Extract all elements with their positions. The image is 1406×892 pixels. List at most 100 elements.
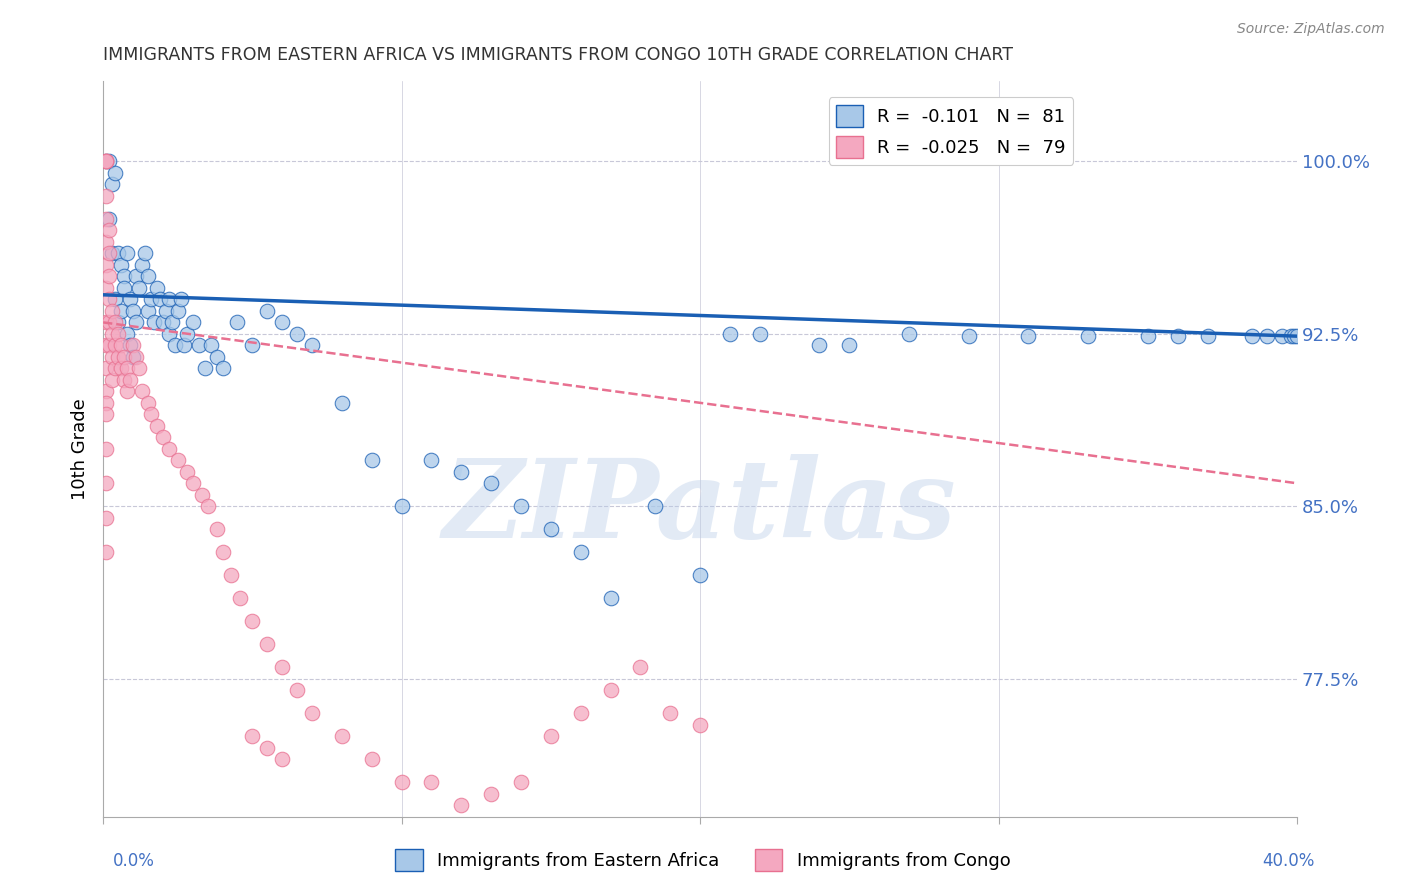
- Point: [166, 453, 188, 467]
- Point: [898, 326, 921, 341]
- Point: [420, 775, 443, 789]
- Point: [1077, 329, 1099, 343]
- Point: [98, 315, 121, 329]
- Point: [689, 717, 711, 731]
- Point: [94, 361, 117, 376]
- Point: [155, 304, 177, 318]
- Point: [104, 338, 127, 352]
- Point: [94, 235, 117, 249]
- Point: [157, 442, 180, 456]
- Point: [1271, 329, 1294, 343]
- Point: [256, 304, 278, 318]
- Point: [569, 706, 592, 720]
- Point: [139, 293, 162, 307]
- Point: [101, 326, 124, 341]
- Point: [98, 211, 121, 226]
- Point: [142, 315, 165, 329]
- Point: [112, 269, 135, 284]
- Point: [200, 338, 222, 352]
- Point: [1197, 329, 1219, 343]
- Point: [152, 430, 174, 444]
- Point: [94, 384, 117, 399]
- Point: [107, 246, 129, 260]
- Point: [94, 154, 117, 169]
- Point: [94, 154, 117, 169]
- Point: [149, 293, 172, 307]
- Text: Source: ZipAtlas.com: Source: ZipAtlas.com: [1237, 22, 1385, 37]
- Point: [110, 258, 132, 272]
- Point: [285, 683, 308, 698]
- Point: [146, 281, 169, 295]
- Point: [170, 293, 193, 307]
- Point: [190, 488, 212, 502]
- Point: [808, 338, 831, 352]
- Point: [94, 442, 117, 456]
- Point: [1136, 329, 1159, 343]
- Point: [94, 258, 117, 272]
- Point: [229, 591, 252, 606]
- Point: [115, 246, 138, 260]
- Point: [101, 373, 124, 387]
- Point: [271, 660, 294, 674]
- Point: [479, 476, 502, 491]
- Point: [540, 729, 562, 743]
- Point: [510, 500, 533, 514]
- Point: [226, 315, 249, 329]
- Point: [94, 189, 117, 203]
- Point: [599, 683, 621, 698]
- Point: [131, 384, 153, 399]
- Point: [112, 350, 135, 364]
- Point: [98, 246, 121, 260]
- Point: [510, 775, 533, 789]
- Point: [838, 338, 860, 352]
- Point: [115, 384, 138, 399]
- Point: [98, 154, 121, 169]
- Point: [194, 361, 217, 376]
- Point: [1017, 329, 1039, 343]
- Point: [101, 350, 124, 364]
- Point: [118, 293, 141, 307]
- Text: 0.0%: 0.0%: [112, 852, 155, 870]
- Point: [628, 660, 651, 674]
- Point: [240, 729, 263, 743]
- Point: [94, 338, 117, 352]
- Point: [181, 476, 204, 491]
- Point: [98, 223, 121, 237]
- Point: [118, 373, 141, 387]
- Point: [110, 338, 132, 352]
- Point: [136, 269, 159, 284]
- Point: [104, 166, 127, 180]
- Legend: R =  -0.101   N =  81, R =  -0.025   N =  79: R = -0.101 N = 81, R = -0.025 N = 79: [828, 97, 1073, 165]
- Point: [101, 304, 124, 318]
- Point: [152, 315, 174, 329]
- Point: [256, 637, 278, 651]
- Point: [110, 304, 132, 318]
- Point: [122, 338, 145, 352]
- Point: [163, 338, 186, 352]
- Point: [122, 350, 145, 364]
- Point: [569, 545, 592, 559]
- Point: [1286, 329, 1309, 343]
- Point: [160, 315, 183, 329]
- Point: [176, 326, 198, 341]
- Point: [94, 476, 117, 491]
- Point: [118, 338, 141, 352]
- Point: [360, 453, 382, 467]
- Point: [301, 338, 323, 352]
- Point: [112, 281, 135, 295]
- Point: [450, 465, 472, 479]
- Point: [107, 315, 129, 329]
- Point: [285, 326, 308, 341]
- Point: [420, 453, 443, 467]
- Point: [128, 361, 150, 376]
- Point: [146, 418, 169, 433]
- Point: [1279, 329, 1302, 343]
- Point: [94, 315, 117, 329]
- Point: [157, 326, 180, 341]
- Point: [718, 326, 741, 341]
- Point: [391, 775, 413, 789]
- Point: [136, 396, 159, 410]
- Point: [205, 522, 228, 536]
- Point: [240, 338, 263, 352]
- Point: [181, 315, 204, 329]
